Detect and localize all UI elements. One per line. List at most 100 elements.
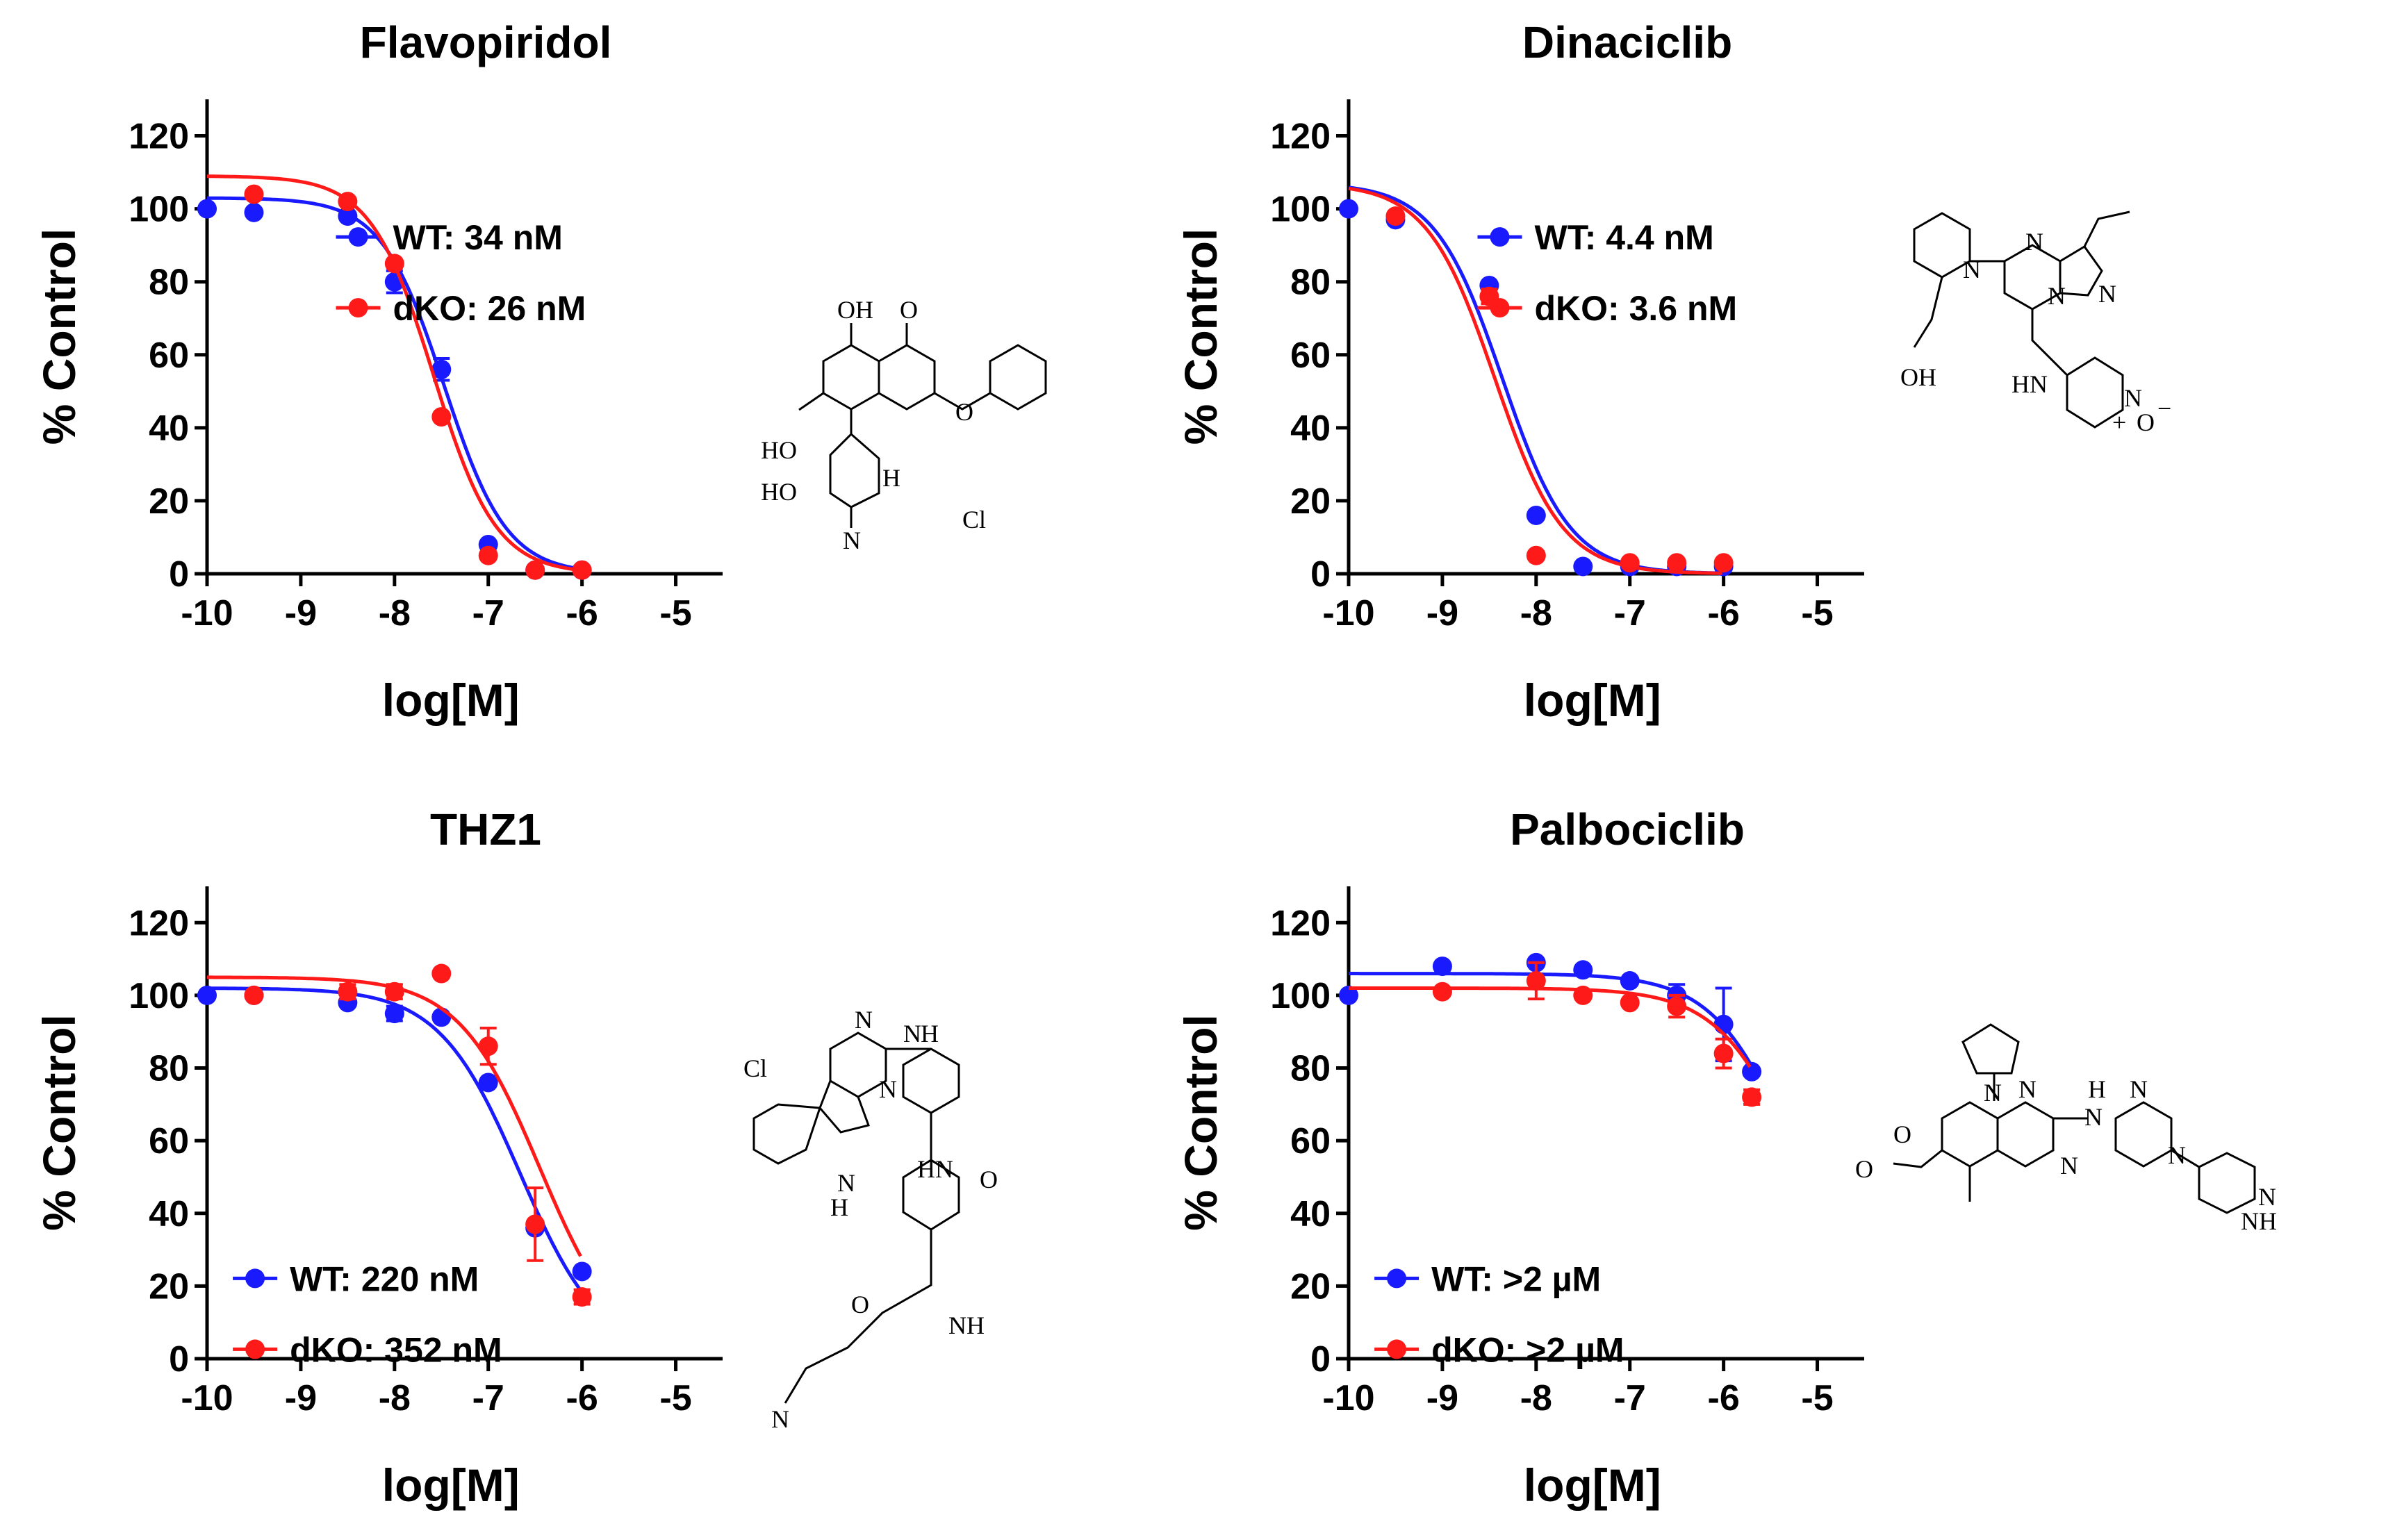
y-tick-label: 60 xyxy=(1290,336,1331,376)
y-tick-label: 40 xyxy=(149,1194,189,1234)
data-point-wt xyxy=(1573,960,1593,980)
palbociclib-structure: H N O N N N N N N NH O xyxy=(1855,1023,2277,1235)
svg-text:HO: HO xyxy=(761,478,797,506)
svg-text:N: N xyxy=(2168,1141,2186,1169)
x-tick-label: -6 xyxy=(566,593,598,634)
svg-text:O: O xyxy=(955,398,973,426)
svg-text:H: H xyxy=(2088,1075,2106,1103)
x-tick-label: -7 xyxy=(472,1378,504,1418)
chart-title: Dinaciclib xyxy=(1522,17,1732,67)
y-tick-label: 20 xyxy=(1290,1266,1331,1307)
x-tick-label: -8 xyxy=(379,593,411,634)
data-point-dko xyxy=(1713,1043,1734,1063)
legend-label: dKO: >2 µM xyxy=(1431,1330,1624,1369)
y-tick-label: 60 xyxy=(1290,1121,1331,1161)
data-point-dko xyxy=(1573,985,1593,1005)
data-point-wt xyxy=(431,359,452,379)
svg-text:N: N xyxy=(2084,1103,2103,1131)
legend-marker xyxy=(1387,1268,1407,1289)
y-tick-label: 80 xyxy=(1290,1049,1331,1089)
y-tick-label: 40 xyxy=(149,408,189,449)
y-tick-label: 20 xyxy=(1290,481,1331,522)
svg-text:N: N xyxy=(903,1020,921,1048)
svg-text:N: N xyxy=(2025,228,2043,256)
y-tick-label: 40 xyxy=(1290,408,1331,449)
data-point-dko xyxy=(1526,971,1546,991)
legend-marker xyxy=(1387,1339,1407,1359)
x-tick-label: -5 xyxy=(1801,593,1833,634)
legend-entry-dko: dKO: 3.6 nM xyxy=(1477,289,1737,328)
data-point-dko xyxy=(1385,206,1406,226)
svg-text:O: O xyxy=(2137,408,2155,436)
y-axis-title: % Control xyxy=(1175,229,1226,445)
data-point-dko xyxy=(1620,993,1640,1013)
data-point-dko xyxy=(478,545,498,565)
data-point-dko xyxy=(1667,553,1687,573)
y-tick-label: 120 xyxy=(129,117,189,157)
x-axis-title: log[M] xyxy=(382,1459,520,1511)
data-point-dko xyxy=(1526,545,1546,565)
legend-entry-wt: WT: 34 nM xyxy=(336,218,563,257)
svg-text:−: − xyxy=(2157,395,2171,422)
chart-panels: Flavopiridol 0 20 40 60 80 100 120 -10 -9 -8 -7 -6 -5… xyxy=(33,17,1864,1511)
legend-label: dKO: 26 nM xyxy=(393,289,586,328)
y-tick-label: 80 xyxy=(1290,263,1331,303)
data-point-dko xyxy=(478,1036,498,1057)
data-point-wt xyxy=(384,1004,404,1024)
data-point-dko xyxy=(572,1287,592,1307)
svg-text:OH: OH xyxy=(837,296,873,324)
data-point-dko xyxy=(572,560,592,580)
y-tick-label: 0 xyxy=(1310,1339,1331,1380)
chart-title: THZ1 xyxy=(430,804,541,854)
x-tick-label: -5 xyxy=(659,593,691,634)
data-point-dko xyxy=(1713,553,1734,573)
data-point-dko xyxy=(431,963,452,984)
svg-text:H: H xyxy=(882,464,900,492)
x-axis-title: log[M] xyxy=(382,674,520,726)
x-tick-label: -5 xyxy=(1801,1378,1833,1418)
svg-text:HN: HN xyxy=(917,1155,953,1183)
data-point-wt xyxy=(1620,971,1640,991)
chemical-structures: OH O HO O HO H Cl N N N N N OH HN xyxy=(743,210,2277,1433)
legend-entry-dko: dKO: 26 nM xyxy=(336,289,586,328)
chart-panel-thz1: THZ1 0 20 40 60 80 100 120 -10 -9 -8 -7 -6 -5 log[M] % … xyxy=(33,804,723,1511)
data-point-wt xyxy=(572,1261,592,1282)
y-axis-title: % Control xyxy=(1175,1014,1226,1231)
legend-entry-wt: WT: 4.4 nM xyxy=(1477,218,1714,257)
svg-text:HN: HN xyxy=(2011,370,2048,398)
legend-label: WT: 4.4 nM xyxy=(1535,218,1714,257)
legend-entry-wt: WT: >2 µM xyxy=(1374,1259,1601,1298)
chart-panel-dinaciclib: Dinaciclib 0 20 40 60 80 100 120 -10 -9 -8 -7 -6 -5 lo… xyxy=(1175,17,1864,726)
data-point-wt xyxy=(197,985,217,1005)
x-tick-label: -6 xyxy=(1708,593,1740,634)
data-point-dko xyxy=(338,982,358,1002)
svg-text:N: N xyxy=(2018,1075,2037,1103)
data-point-dko xyxy=(1742,1087,1762,1107)
x-tick-label: -8 xyxy=(1520,1378,1552,1418)
legend-marker xyxy=(245,1268,265,1289)
y-tick-label: 100 xyxy=(129,190,189,230)
y-tick-label: 120 xyxy=(1270,117,1331,157)
data-point-dko xyxy=(1620,553,1640,573)
series-wt xyxy=(1339,952,1762,1082)
data-point-dko xyxy=(244,184,264,204)
x-tick-label: -7 xyxy=(1614,593,1646,634)
x-tick-label: -9 xyxy=(1426,1378,1458,1418)
legend-label: WT: >2 µM xyxy=(1431,1259,1601,1298)
y-tick-label: 0 xyxy=(169,1339,189,1380)
x-tick-label: -9 xyxy=(1426,593,1458,634)
svg-text:N: N xyxy=(2060,1152,2078,1179)
data-point-wt xyxy=(1573,556,1593,577)
svg-text:N: N xyxy=(771,1405,789,1433)
data-point-dko xyxy=(1667,996,1687,1016)
x-tick-label: -9 xyxy=(285,1378,317,1418)
thz1-structure: N H Cl N N HN O N H O NH N xyxy=(743,1006,998,1433)
legend-marker xyxy=(348,227,368,247)
data-point-dko xyxy=(244,985,264,1005)
series-dko xyxy=(206,174,592,580)
x-tick-label: -10 xyxy=(1322,1378,1374,1418)
data-point-wt xyxy=(1742,1061,1762,1082)
x-tick-label: -10 xyxy=(181,1378,233,1418)
y-tick-label: 100 xyxy=(1270,190,1331,230)
